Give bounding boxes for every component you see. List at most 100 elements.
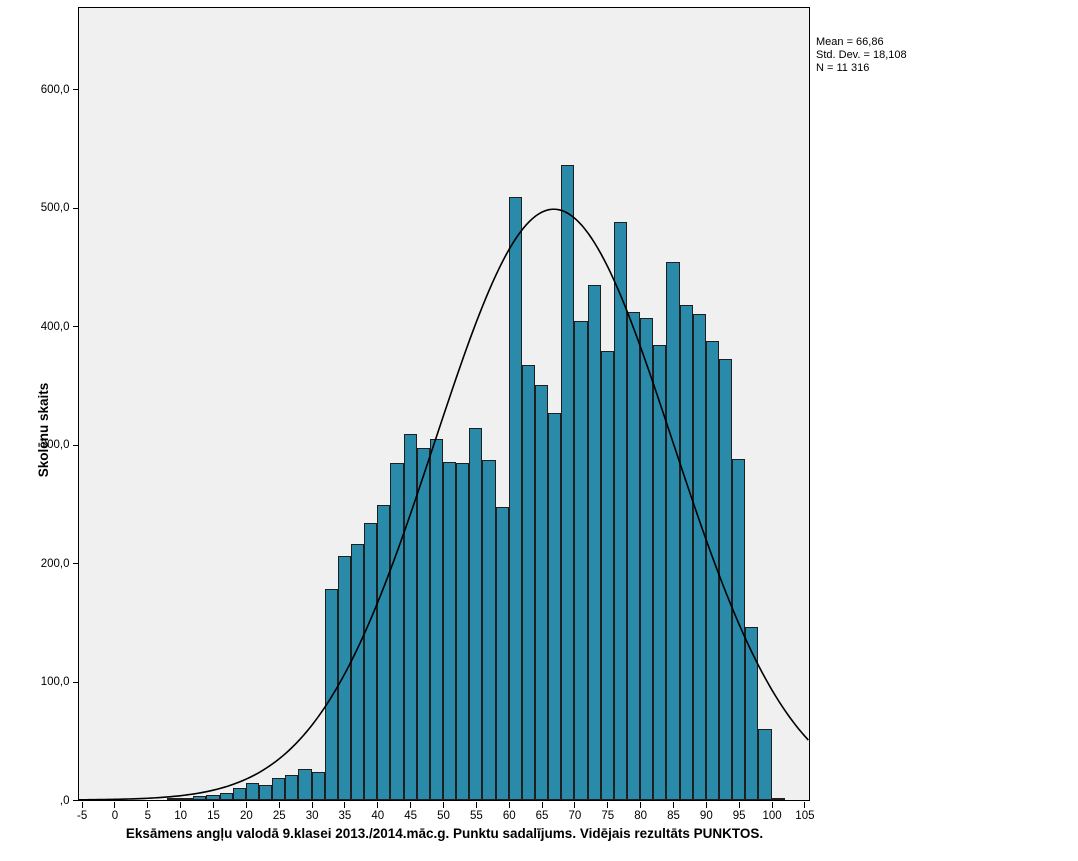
histogram-bar	[758, 728, 772, 800]
x-axis-tick	[213, 801, 215, 808]
x-axis-tick	[672, 801, 674, 808]
x-axis-tick-label: 65	[535, 809, 549, 822]
histogram-bar	[443, 462, 457, 800]
histogram-bar	[718, 359, 733, 800]
x-axis-tick	[541, 801, 543, 808]
histogram-bar	[521, 365, 535, 800]
stat-n: N = 11 316	[816, 62, 870, 74]
histogram-bar	[403, 433, 417, 800]
histogram-bar	[298, 769, 312, 800]
histogram-bar	[429, 438, 443, 800]
histogram-bar	[469, 427, 483, 800]
histogram-bar	[732, 458, 746, 800]
x-axis-tick-label: 75	[601, 809, 615, 822]
histogram-bar	[337, 555, 351, 800]
histogram-bar	[771, 797, 785, 800]
x-axis-tick-label: 80	[634, 809, 648, 822]
histogram-bar	[456, 463, 470, 800]
histogram-bar	[351, 544, 365, 800]
x-axis-tick	[147, 801, 149, 808]
x-axis-tick	[245, 801, 247, 808]
x-axis-tick-label: 50	[437, 809, 450, 822]
x-axis-tick	[574, 801, 576, 808]
histogram-bar	[390, 463, 404, 800]
histogram-bar	[587, 284, 601, 800]
histogram-bar	[219, 792, 233, 800]
x-axis-tick-label: 0	[111, 809, 119, 822]
x-axis-title: Eksāmens angļu valodā 9.klasei 2013./201…	[125, 826, 764, 841]
x-axis-tick	[81, 801, 83, 808]
x-axis-tick-label: 105	[795, 809, 815, 822]
histogram-bar	[259, 784, 273, 800]
x-axis-tick	[443, 801, 444, 808]
x-axis-tick	[607, 801, 609, 808]
x-axis-tick	[738, 801, 740, 808]
x-axis-tick-label: 90	[699, 809, 713, 822]
stat-stddev: Std. Dev. = 18,108	[816, 49, 907, 61]
histogram-bar	[666, 262, 680, 800]
histogram-bar	[311, 771, 325, 800]
y-axis-title: Skolēnu skaits	[36, 382, 51, 478]
bars-layer	[79, 8, 809, 800]
histogram-bar	[193, 796, 207, 800]
x-axis-tick-label: 25	[272, 809, 286, 822]
x-axis-tick-label: 40	[371, 809, 385, 822]
histogram-bar	[180, 797, 194, 800]
x-axis-tick-label: 60	[502, 809, 516, 822]
x-axis-tick	[640, 801, 642, 808]
x-axis-tick	[705, 801, 707, 808]
x-axis-tick	[771, 801, 773, 808]
x-axis-tick-label: 15	[207, 809, 220, 822]
histogram-bar	[324, 589, 338, 800]
histogram-bar	[364, 522, 378, 800]
histogram-bar	[640, 317, 654, 800]
x-axis-tick	[180, 801, 182, 808]
x-axis-tick-label: 35	[338, 809, 352, 822]
stats-box: Mean = 66,86 Std. Dev. = 18,108 N = 11 3…	[816, 36, 1066, 75]
histogram-bar	[705, 341, 719, 800]
x-axis-tick-label: 55	[469, 809, 483, 822]
histogram-bar	[245, 783, 259, 800]
histogram-bar	[272, 777, 286, 800]
histogram-bar	[613, 221, 627, 800]
x-axis-tick-label: 95	[732, 809, 746, 822]
x-axis-tick-label: 30	[305, 809, 319, 822]
plot-area	[78, 7, 810, 801]
x-axis-tick-label: 70	[568, 809, 582, 822]
histogram-bar	[232, 788, 246, 800]
x-axis-tick	[377, 801, 379, 808]
histogram-bar	[745, 627, 759, 800]
histogram-bar	[600, 350, 614, 800]
x-axis-tick-label: 45	[404, 809, 418, 822]
x-axis-tick	[508, 801, 510, 808]
stat-mean: Mean = 66,86	[816, 36, 884, 48]
histogram-bar	[167, 797, 181, 800]
histogram-bar	[495, 507, 509, 800]
histogram-bar	[535, 385, 549, 800]
histogram-bar	[548, 412, 562, 800]
x-axis-tick-label: 100	[762, 809, 782, 822]
histogram-bar	[416, 448, 430, 800]
x-axis-tick	[311, 801, 313, 808]
x-axis-tick-label: 85	[667, 809, 680, 822]
histogram-bar	[626, 311, 641, 800]
histogram-bar	[377, 504, 391, 800]
histogram-bar	[508, 196, 522, 800]
x-axis-tick	[344, 801, 346, 808]
histogram-bar	[653, 345, 667, 800]
x-axis-tick-label: -5	[77, 809, 88, 822]
x-axis-tick-label: 5	[144, 809, 152, 822]
histogram-bar	[206, 795, 220, 800]
x-axis-tick	[278, 801, 280, 808]
x-axis-tick	[114, 801, 116, 808]
x-axis-tick	[475, 801, 477, 808]
histogram-bar	[574, 321, 588, 800]
histogram-bar	[679, 304, 693, 800]
x-axis-tick	[410, 801, 412, 808]
x-axis-tick	[804, 801, 806, 808]
x-axis-tick-label: 20	[239, 809, 253, 822]
histogram-bar	[561, 164, 575, 800]
x-axis-tick-label: 10	[174, 809, 188, 822]
histogram-bar	[482, 459, 496, 800]
